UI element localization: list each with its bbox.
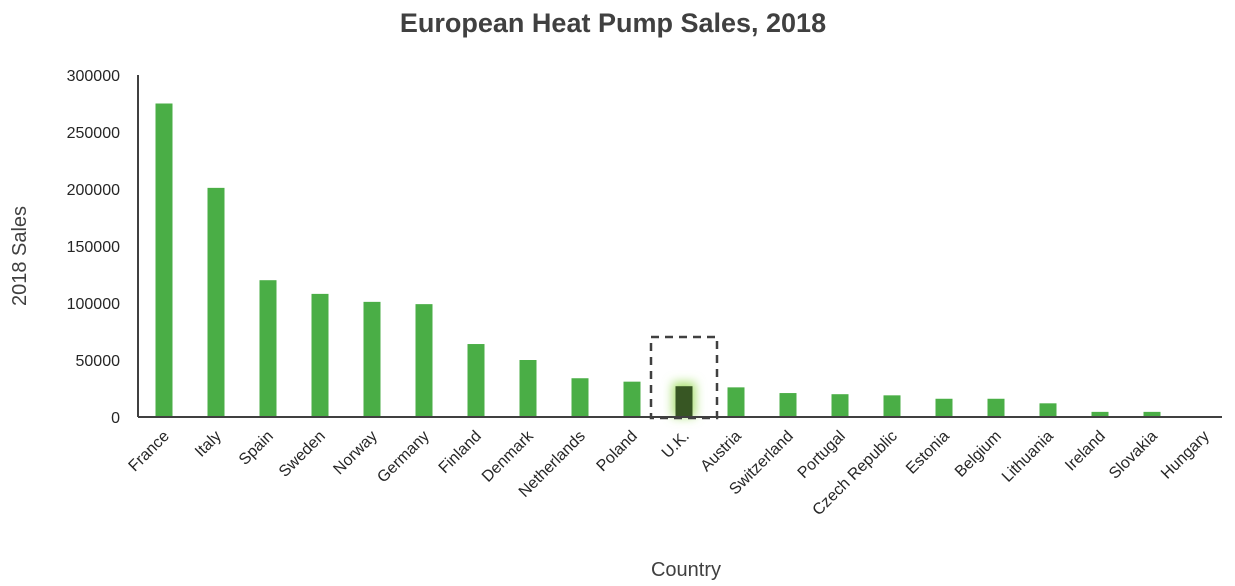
x-tick-label: U.K. <box>659 428 693 462</box>
y-tick-label: 250000 <box>67 125 120 142</box>
x-tick-label: Italy <box>192 428 225 461</box>
y-tick-label: 0 <box>111 410 120 427</box>
x-tick-label: Estonia <box>903 428 953 478</box>
bar-highlighted <box>675 386 693 417</box>
x-tick-label: Austria <box>698 428 745 475</box>
bar <box>987 398 1005 417</box>
bar <box>1039 403 1057 417</box>
x-tick-label: Lithuania <box>999 428 1057 486</box>
bar <box>207 187 225 417</box>
bar <box>571 378 589 417</box>
bar <box>415 304 433 417</box>
bar <box>883 395 901 417</box>
bar <box>779 393 797 417</box>
bar <box>727 387 745 417</box>
y-tick-label: 300000 <box>67 68 120 85</box>
x-tick-label: Portugal <box>795 428 849 482</box>
x-tick-label: France <box>126 428 173 475</box>
x-tick-label: Slovakia <box>1106 428 1161 483</box>
x-tick-label: Germany <box>374 428 433 487</box>
bar <box>467 344 485 417</box>
y-tick-label: 50000 <box>76 353 121 370</box>
x-tick-label: Ireland <box>1062 428 1109 475</box>
y-axis-title: 2018 Sales <box>9 206 31 306</box>
bar <box>311 293 329 417</box>
x-tick-label: Poland <box>594 428 641 475</box>
bar-series <box>155 103 1213 418</box>
bar <box>519 360 537 417</box>
x-tick-label: Finland <box>436 428 485 477</box>
bar <box>363 301 381 417</box>
bar <box>259 280 277 417</box>
bar <box>1091 411 1109 417</box>
x-tick-label: Spain <box>236 428 277 469</box>
y-tick-label: 100000 <box>67 296 120 313</box>
bar <box>623 381 641 417</box>
chart-title: European Heat Pump Sales, 2018 <box>400 8 826 38</box>
x-tick-label: Norway <box>330 428 380 478</box>
highlight-layer <box>649 335 719 420</box>
y-tick-label: 200000 <box>67 182 120 199</box>
bar <box>935 398 953 417</box>
x-tick-label: Hungary <box>1158 428 1213 483</box>
highlight-dashed-box <box>649 335 719 420</box>
y-axis-ticks: 0 50000 100000 150000 200000 250000 300000 <box>67 68 120 427</box>
x-tick-label: Sweden <box>276 428 329 481</box>
x-axis-title: Country <box>651 559 721 581</box>
bar <box>831 394 849 417</box>
x-tick-label: Belgium <box>952 428 1005 481</box>
bar <box>1143 411 1161 417</box>
bar <box>155 103 173 417</box>
y-tick-label: 150000 <box>67 239 120 256</box>
